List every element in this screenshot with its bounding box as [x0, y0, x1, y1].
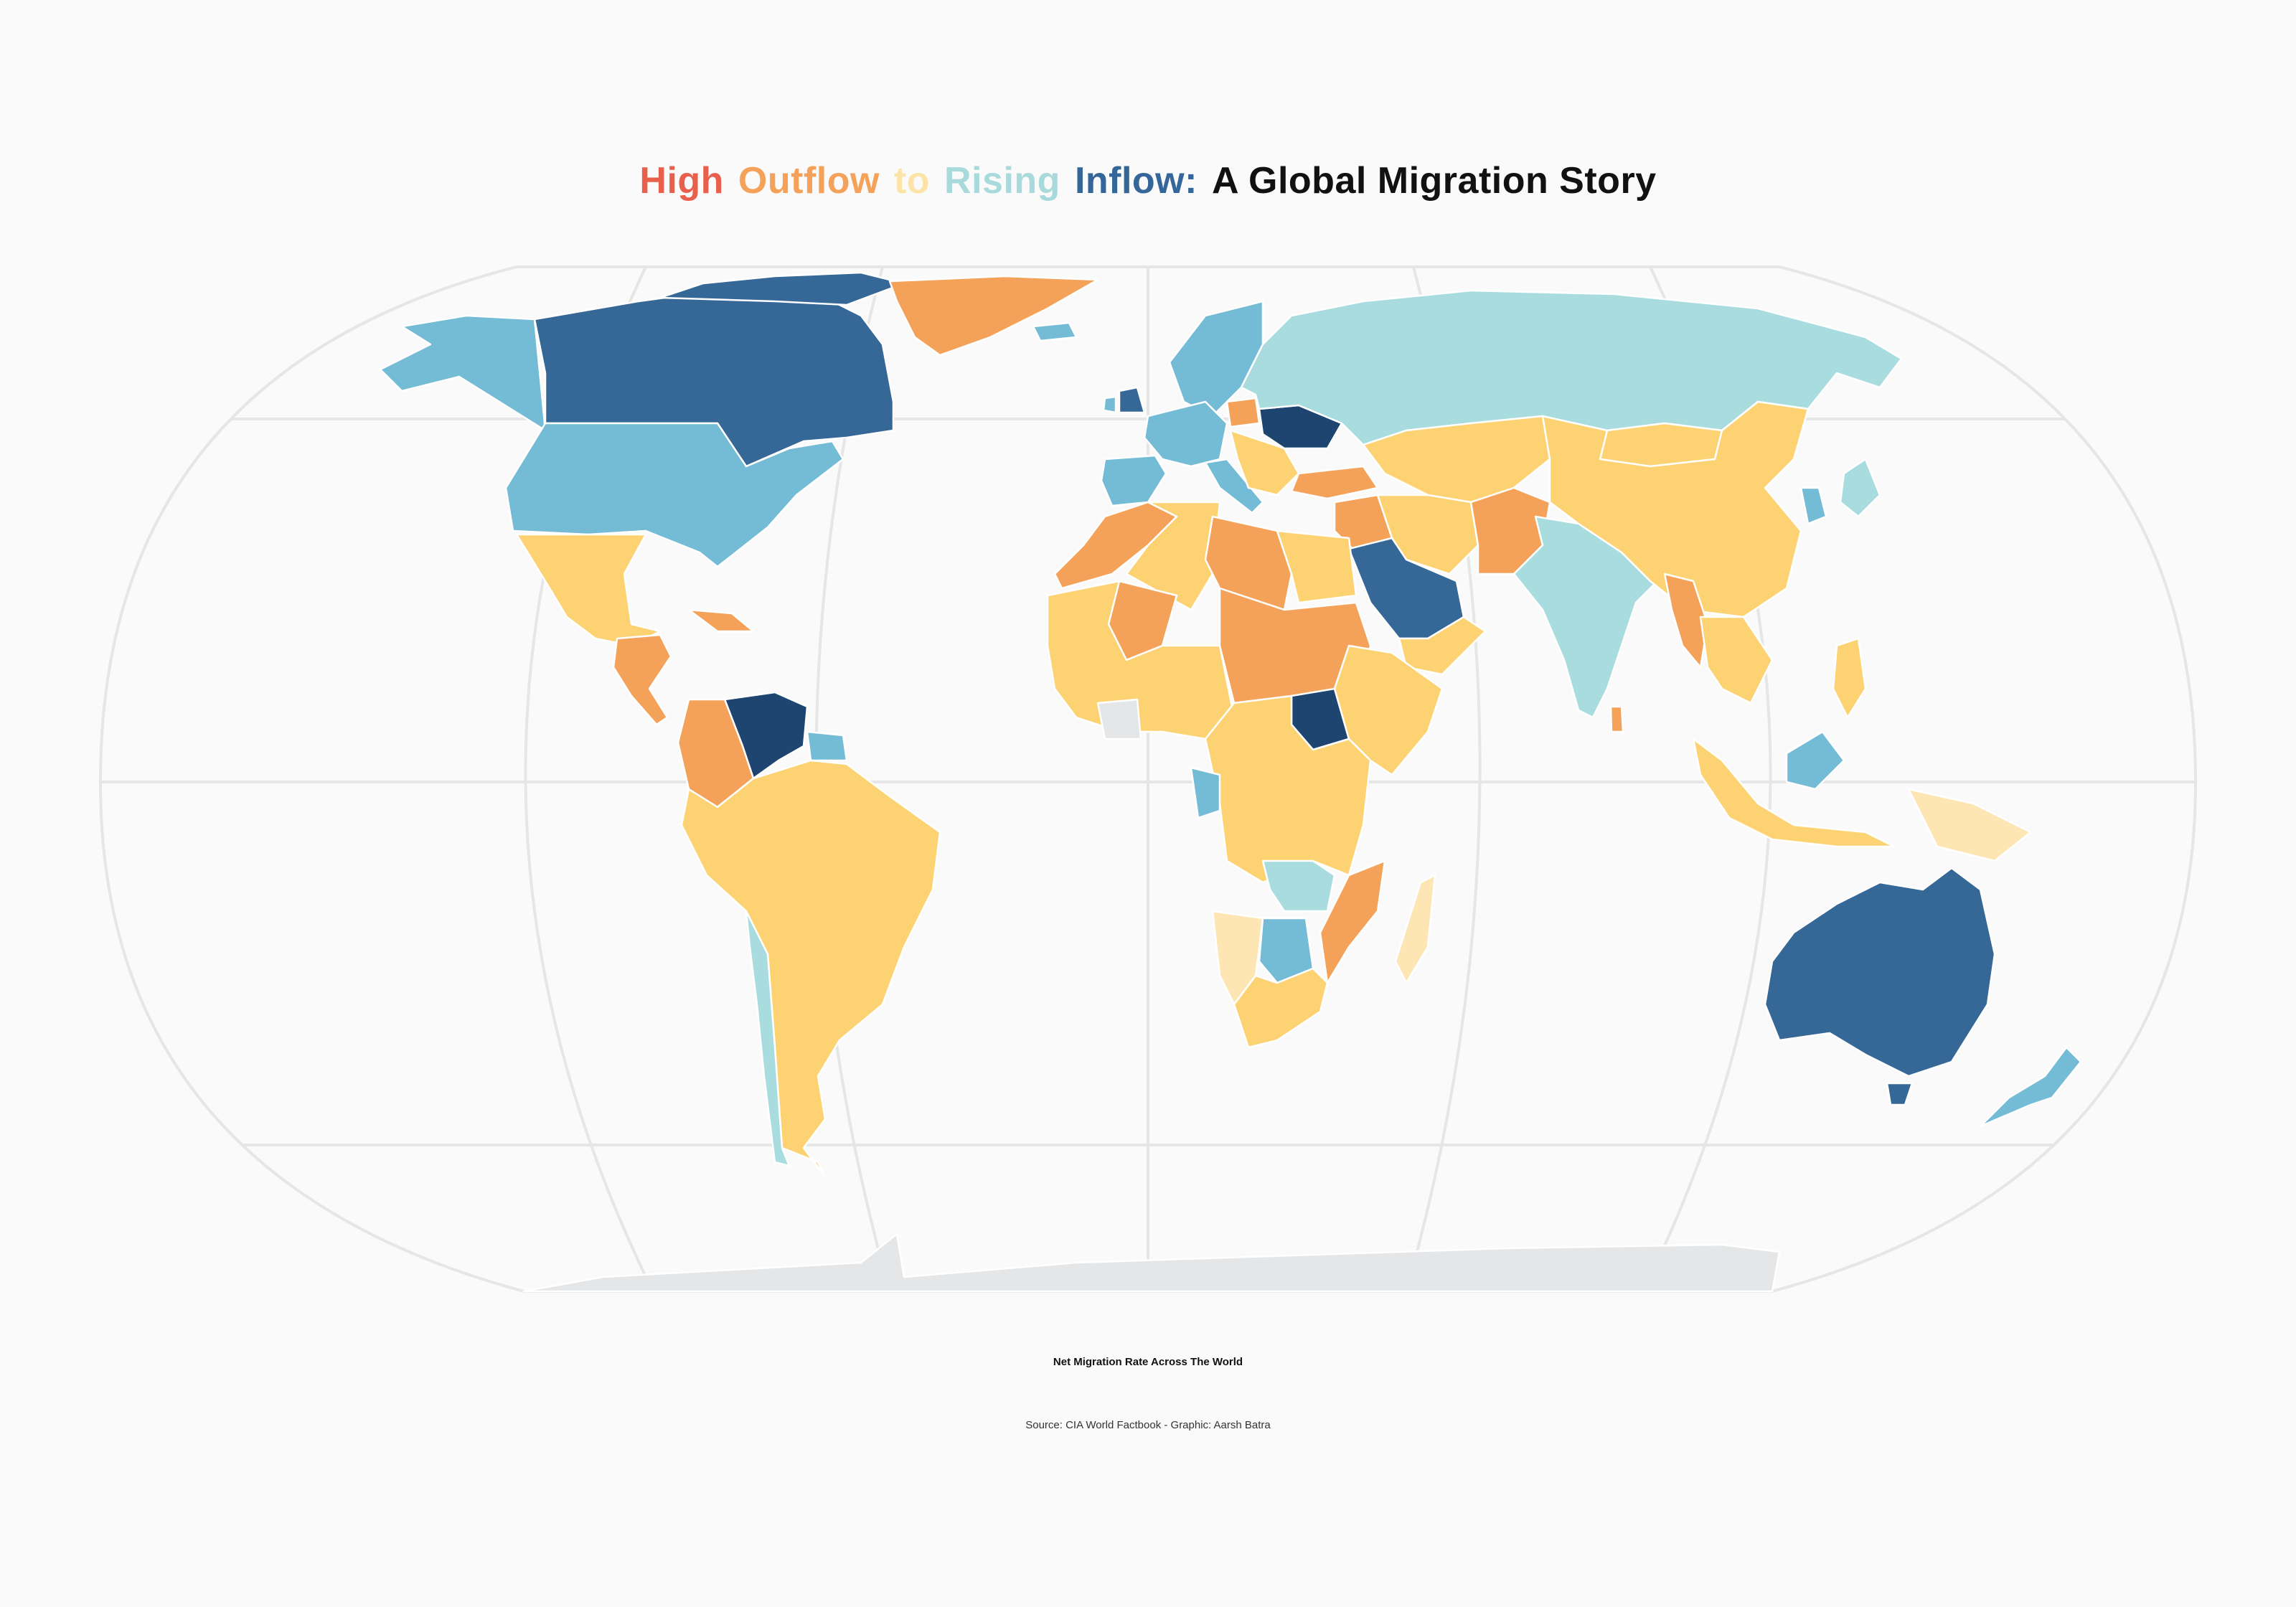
title-segment: Inflow:: [1074, 160, 1198, 202]
region-no-data-west-africa: [1096, 698, 1142, 740]
region-myanmar: [1663, 572, 1709, 669]
region-ireland: [1102, 395, 1117, 414]
region-alaska: [379, 314, 547, 432]
region-egypt: [1276, 529, 1358, 604]
region-balkans: [1229, 429, 1300, 496]
title-segment: Rising: [944, 160, 1060, 202]
region-gabon: [1190, 766, 1221, 819]
region-new-zealand: [1979, 1046, 2082, 1128]
region-italy: [1204, 458, 1264, 514]
title-segment: Outflow: [738, 160, 880, 202]
region-tasmania: [1886, 1082, 1914, 1106]
region-mozambique: [1319, 859, 1386, 984]
region-chile: [745, 910, 791, 1167]
region-central-africa: [1204, 694, 1372, 884]
region-japan: [1839, 458, 1881, 518]
countries: [379, 271, 2082, 1293]
region-guianas: [806, 730, 848, 762]
region-antarctica: [522, 1233, 1781, 1293]
region-turkey: [1290, 465, 1379, 500]
region-iceland: [1032, 321, 1078, 342]
region-usa: [504, 422, 844, 568]
source-credit: Source: CIA World Factbook - Graphic: Aa…: [1025, 1419, 1271, 1431]
region-papua-new-guinea: [1907, 788, 2032, 862]
map-title: High Outflow to Rising Inflow: A Global Migra…: [0, 159, 2296, 202]
region-borneo: [1785, 730, 1845, 791]
region-poland: [1225, 397, 1261, 428]
map-subtitle: Net Migration Rate Across The World: [1053, 1356, 1243, 1368]
region-canada-arctic: [659, 271, 905, 306]
title-segment: to: [893, 160, 931, 202]
region-uk: [1118, 386, 1146, 414]
region-horn-of-africa: [1333, 644, 1444, 776]
region-iberia: [1100, 454, 1167, 507]
region-central-asia: [1362, 415, 1551, 504]
region-south-america: [680, 759, 941, 1178]
region-philippines: [1832, 637, 1867, 719]
region-caribbean: [687, 608, 755, 633]
region-south-africa: [1233, 967, 1329, 1049]
region-central-america: [612, 633, 672, 726]
region-mexico: [515, 533, 662, 647]
region-indonesia: [1692, 737, 1896, 848]
region-korea: [1799, 486, 1827, 525]
region-sri-lanka: [1609, 705, 1624, 733]
title-segment: A Global Migration Story: [1211, 160, 1657, 202]
region-southeast-asia: [1699, 616, 1774, 704]
region-greenland: [888, 275, 1099, 357]
region-china: [1541, 400, 1810, 618]
region-madagascar: [1394, 874, 1436, 984]
region-zambia: [1261, 859, 1336, 913]
region-australia: [1764, 867, 1996, 1078]
title-segment: High: [639, 160, 724, 202]
